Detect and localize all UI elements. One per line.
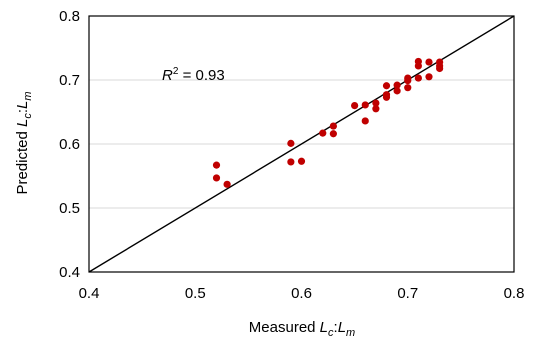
data-point-8 [329,130,337,138]
y-label-var1: L [14,119,31,127]
data-point-10 [361,101,369,109]
data-point-25 [425,58,433,66]
data-point-3 [287,139,295,147]
x-tick-label-4: 0.8 [504,285,525,302]
r-squared-value: = 0.93 [178,67,224,84]
x-tick-label-2: 0.6 [291,285,312,302]
data-point-23 [414,62,422,70]
y-label-var2: L [14,101,31,109]
data-point-20 [404,77,412,85]
x-tick-label-1: 0.5 [185,285,206,302]
one-to-one-line [88,15,515,273]
data-point-29 [436,64,444,73]
data-point-11 [361,117,369,125]
data-point-26 [425,73,433,81]
data-point-21 [404,84,412,92]
x-label-var1: L [320,319,328,336]
data-points [212,57,444,188]
r-squared-annotation: R2 = 0.93 [162,66,225,84]
x-label-prefix: Measured [249,319,320,336]
x-axis-ticks: 0.4 0.5 0.6 0.7 0.8 [79,285,525,302]
x-tick-label-0: 0.4 [79,285,100,302]
data-point-12 [372,99,380,107]
y-axis-ticks: 0.4 0.5 0.6 0.7 0.8 [59,8,80,281]
data-point-7 [329,122,337,130]
r-squared-var: R [162,67,173,84]
data-point-24 [414,74,422,82]
data-point-1 [212,174,221,182]
data-point-16 [382,93,391,101]
data-point-14 [382,82,391,90]
plot-area-frame [88,15,515,273]
x-label-sep: : [334,319,338,336]
data-point-4 [287,158,295,166]
data-point-17 [393,81,401,89]
y-tick-label-0: 0.4 [59,264,80,281]
y-axis-label: Predicted Lc:Lm [14,91,34,194]
y-tick-label-1: 0.5 [59,200,80,217]
x-tick-label-3: 0.7 [397,285,418,302]
y-tick-label-3: 0.7 [59,72,80,89]
data-point-13 [372,105,380,113]
data-point-2 [223,180,231,188]
y-tick-label-4: 0.8 [59,8,80,25]
data-point-9 [351,102,359,110]
data-point-5 [297,157,306,165]
y-tick-label-2: 0.6 [59,136,80,153]
data-point-18 [393,87,401,95]
y-label-sub1: c [22,113,34,119]
x-label-var2: L [338,319,346,336]
x-label-sub2: m [346,327,355,339]
r-squared-superscript: 2 [173,66,179,77]
y-label-sep: : [14,109,31,113]
x-label-sub1: c [328,327,334,339]
y-label-sub2: m [22,91,34,100]
y-label-prefix: Predicted [14,127,31,195]
data-point-0 [212,161,221,169]
data-point-6 [319,129,327,137]
x-axis-label: Measured Lc:Lm [249,319,355,339]
